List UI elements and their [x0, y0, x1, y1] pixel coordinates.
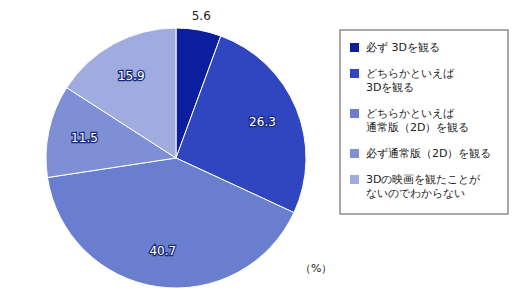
data-label: 11.5 — [71, 131, 98, 145]
pie-slice — [47, 158, 293, 288]
legend-label-line: 3Dの映画を観たことが — [366, 173, 481, 186]
legend-swatch — [350, 149, 359, 158]
legend: 必ず 3Dを観るどちらかといえば3Dを観るどちらかといえば通常版（2D）を観る必… — [340, 30, 508, 214]
legend-label-line: 必ず 3Dを観る — [366, 41, 440, 54]
legend-label-line: どちらかといえば — [366, 107, 455, 120]
data-label: 26.3 — [249, 115, 276, 129]
chart: 5.626.340.711.515.9必ず 3Dを観るどちらかといえば3Dを観る… — [0, 0, 520, 300]
data-label: 5.6 — [192, 9, 211, 23]
legend-label-line: どちらかといえば — [366, 67, 455, 80]
legend-swatch — [350, 109, 359, 118]
legend-label-line: 必ず通常版（2D）を観る — [366, 147, 491, 160]
data-label: 15.9 — [118, 69, 145, 83]
annotation: （%） — [300, 262, 332, 275]
pie-slice — [67, 28, 176, 158]
data-label: 40.7 — [149, 244, 176, 258]
legend-box — [340, 30, 508, 214]
legend-label-line: ないのでわからない — [366, 187, 465, 200]
legend-label: 必ず 3Dを観る — [366, 41, 440, 54]
legend-swatch — [350, 69, 359, 78]
legend-label: どちらかといえば通常版（2D）を観る — [366, 107, 469, 134]
data-labels: 5.6 26.3 40.7 11.5 15.9 — [71, 9, 276, 258]
legend-label-line: 3Dを観る — [366, 81, 414, 94]
legend-label: 必ず通常版（2D）を観る — [366, 147, 491, 160]
legend-swatch — [350, 43, 359, 52]
legend-label: どちらかといえば3Dを観る — [366, 67, 455, 94]
legend-label: 3Dの映画を観たことがないのでわからない — [366, 173, 481, 200]
legend-label-line: 通常版（2D）を観る — [366, 121, 469, 134]
pie — [46, 28, 306, 288]
legend-swatch — [350, 175, 359, 184]
